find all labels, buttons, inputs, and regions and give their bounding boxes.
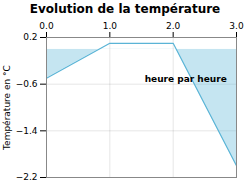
svg-text:Température en °C: Température en °C xyxy=(2,65,12,151)
svg-text:−2.2: −2.2 xyxy=(16,172,38,182)
svg-text:0.2: 0.2 xyxy=(23,32,37,42)
svg-text:heure par heure: heure par heure xyxy=(145,74,227,84)
svg-text:1.0: 1.0 xyxy=(103,21,118,31)
svg-text:0.0: 0.0 xyxy=(39,21,54,31)
svg-text:2.0: 2.0 xyxy=(166,21,181,31)
html-text:Evolution de la température: Evolution de la température xyxy=(29,2,221,16)
svg-text:−1.4: −1.4 xyxy=(16,126,38,136)
svg-text:−0.6: −0.6 xyxy=(16,79,38,89)
svg-text:3.0: 3.0 xyxy=(229,21,244,31)
